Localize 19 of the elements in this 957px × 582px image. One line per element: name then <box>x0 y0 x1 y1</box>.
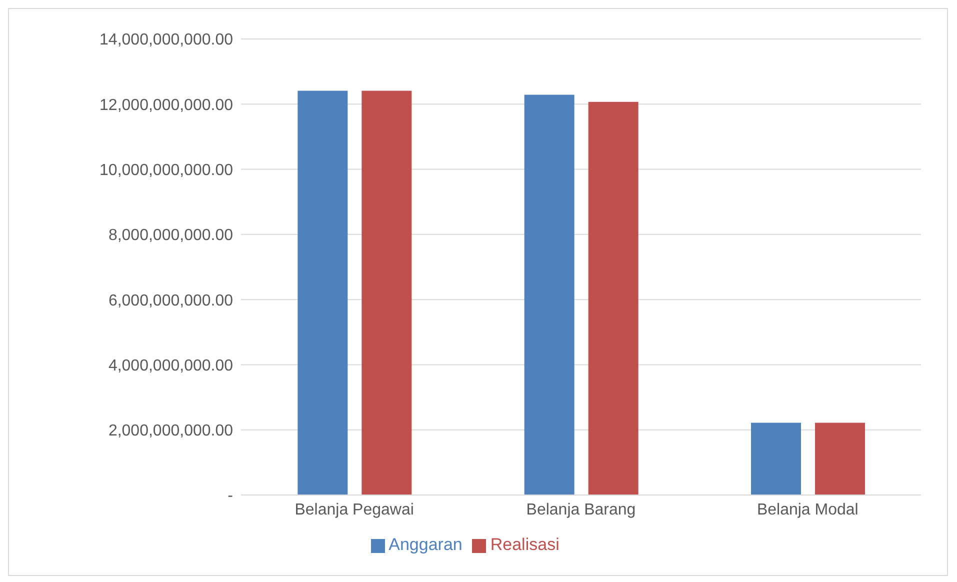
y-tick-label: 8,000,000,000.00 <box>108 227 234 244</box>
y-tick-label: 2,000,000,000.00 <box>108 422 234 440</box>
y-tick-label: 4,000,000,000.00 <box>108 357 234 374</box>
bar <box>298 90 348 495</box>
y-tick-label: 6,000,000,000.00 <box>108 292 234 310</box>
legend-label: Anggaran <box>388 535 462 554</box>
bar <box>524 94 574 495</box>
x-tick-label: Belanja Pegawai <box>294 501 414 518</box>
bar <box>588 102 638 495</box>
x-tick-label: Belanja Barang <box>526 501 636 518</box>
x-tick-label: Belanja Modal <box>756 501 858 518</box>
y-tick-label: 12,000,000,000.00 <box>100 96 234 114</box>
bar <box>815 422 865 495</box>
bar <box>751 422 801 495</box>
y-tick-label: 10,000,000,000.00 <box>100 162 234 179</box>
legend-label: Realisasi <box>490 535 560 554</box>
y-tick-label: 14,000,000,000.00 <box>100 32 234 49</box>
bar <box>362 90 412 495</box>
y-tick-label: - <box>228 488 233 505</box>
